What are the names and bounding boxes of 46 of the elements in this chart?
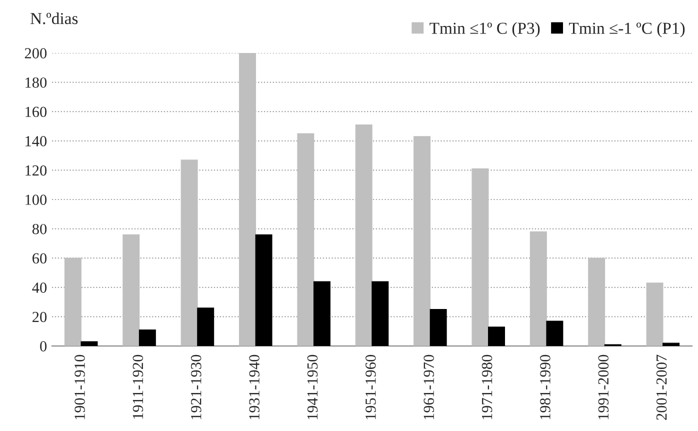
y-tick-label: 200 (24, 48, 47, 58)
bar (180, 160, 198, 346)
bar (662, 342, 680, 346)
bar (313, 281, 330, 346)
x-tick-label: 1991-2000 (598, 354, 609, 420)
y-tick-label: 40 (32, 282, 47, 293)
y-tick-label: 140 (26, 136, 47, 146)
bar (255, 234, 272, 346)
x-tick-label: 1971-1980 (482, 354, 492, 420)
x-tick-label: 1901-1910 (74, 354, 85, 420)
bar (64, 258, 82, 346)
legend-label: Tmin ≤-1 ºC (P1) (569, 22, 685, 38)
bar (546, 320, 564, 346)
x-tick-label: 1911-1920 (132, 354, 144, 419)
bar (80, 341, 98, 346)
bar (488, 326, 506, 346)
x-tick-label: 2001-2007 (656, 354, 667, 420)
bar (138, 330, 156, 346)
y-tick-label: 120 (26, 165, 47, 176)
bar (646, 282, 664, 346)
y-tick-label: 20 (32, 312, 47, 322)
x-tick-label: 1941-1950 (307, 354, 318, 420)
bar (122, 234, 140, 346)
x-tick-label: 1951-1960 (366, 354, 376, 420)
legend-label: Tmin ≤1º C (P3) (430, 22, 540, 38)
y-tick-label: 0 (40, 341, 47, 352)
bar (372, 281, 389, 346)
bar (297, 133, 314, 346)
x-tick-label: 1921-1930 (190, 354, 202, 420)
y-tick-label: 60 (32, 253, 47, 264)
y-axis-title: N.ºdias (30, 12, 78, 24)
bar (530, 231, 547, 346)
x-tick-label: 1931-1940 (249, 354, 260, 420)
bar (355, 124, 372, 346)
x-tick-label: 1981-1990 (540, 354, 550, 420)
x-tick-label: 1961-1970 (424, 354, 434, 420)
bar (197, 308, 214, 346)
bar (588, 258, 606, 346)
bar (430, 309, 447, 346)
bar (238, 53, 256, 346)
bar (472, 168, 489, 346)
y-tick-label: 160 (26, 106, 47, 118)
y-tick-label: 80 (32, 224, 47, 234)
y-tick-label: 100 (26, 194, 47, 205)
y-tick-label: 180 (26, 77, 47, 88)
bar (414, 136, 431, 346)
